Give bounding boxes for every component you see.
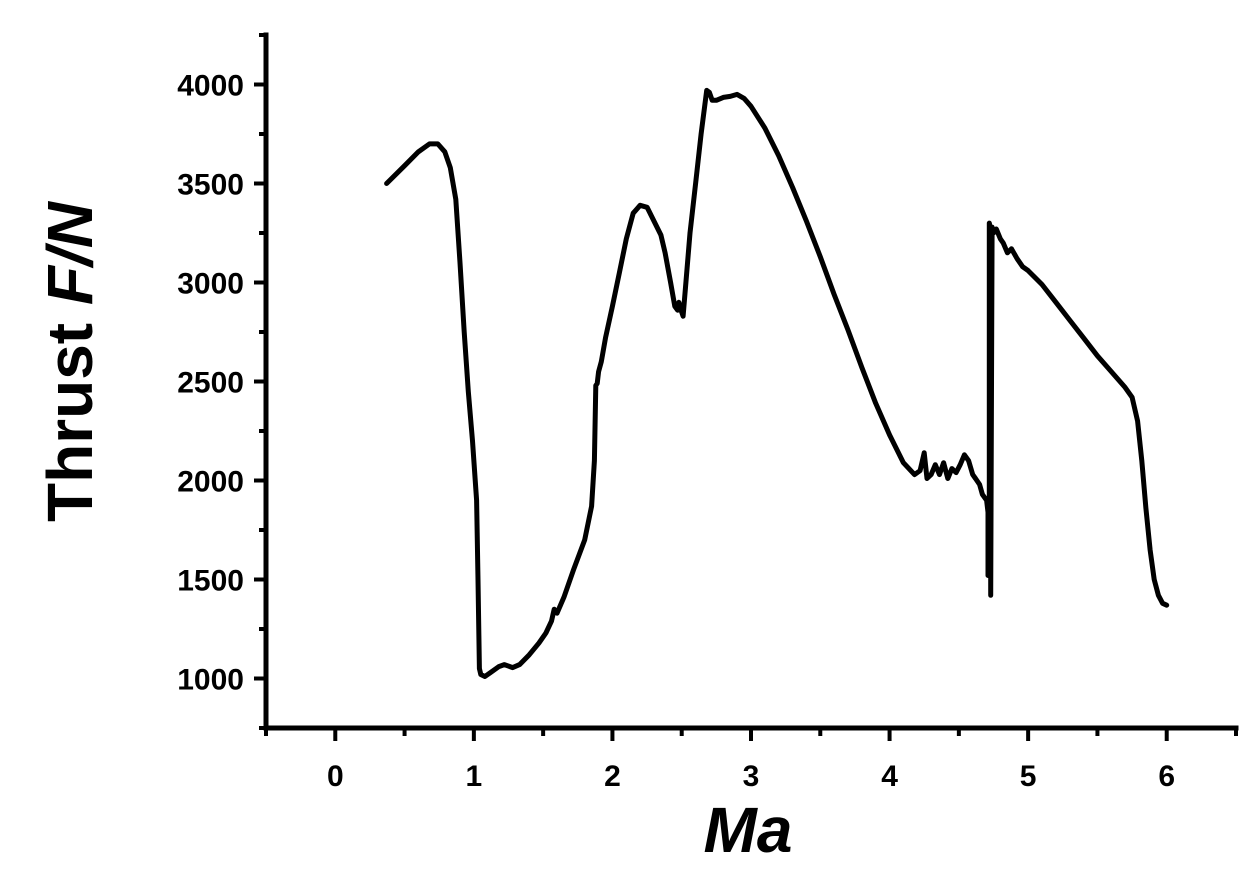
y-tick-label: 4000 <box>177 70 244 103</box>
x-tick-label: 3 <box>743 760 760 793</box>
y-tick-label: 3000 <box>177 268 244 301</box>
axes <box>263 32 1239 731</box>
y-tick-label: 2500 <box>177 367 244 400</box>
x-tick-label: 0 <box>327 760 344 793</box>
y-axis-title-unit: F/N <box>34 200 106 305</box>
y-axis-title-prefix: Thrust <box>34 305 106 522</box>
x-tick-label: 5 <box>1020 760 1037 793</box>
y-axis-title: Thrust F/N <box>34 200 106 522</box>
x-tick-label: 2 <box>604 760 621 793</box>
series-layer <box>384 87 1170 679</box>
x-tick-label: 6 <box>1158 760 1175 793</box>
x-axis-title: Ma <box>704 794 793 866</box>
series-line-1 <box>384 87 1170 679</box>
tick-labels: 0 1 2 3 4 5 6 1000 1500 2000 2500 3000 3500 4000 <box>177 70 1175 794</box>
x-tick-label: 1 <box>466 760 483 793</box>
y-tick-label: 1000 <box>177 664 244 697</box>
y-tick-label: 1500 <box>177 565 244 598</box>
y-tick-label: 3500 <box>177 169 244 202</box>
x-tick-label: 4 <box>881 760 898 793</box>
ticks <box>254 33 1238 741</box>
y-tick-label: 2000 <box>177 466 244 499</box>
